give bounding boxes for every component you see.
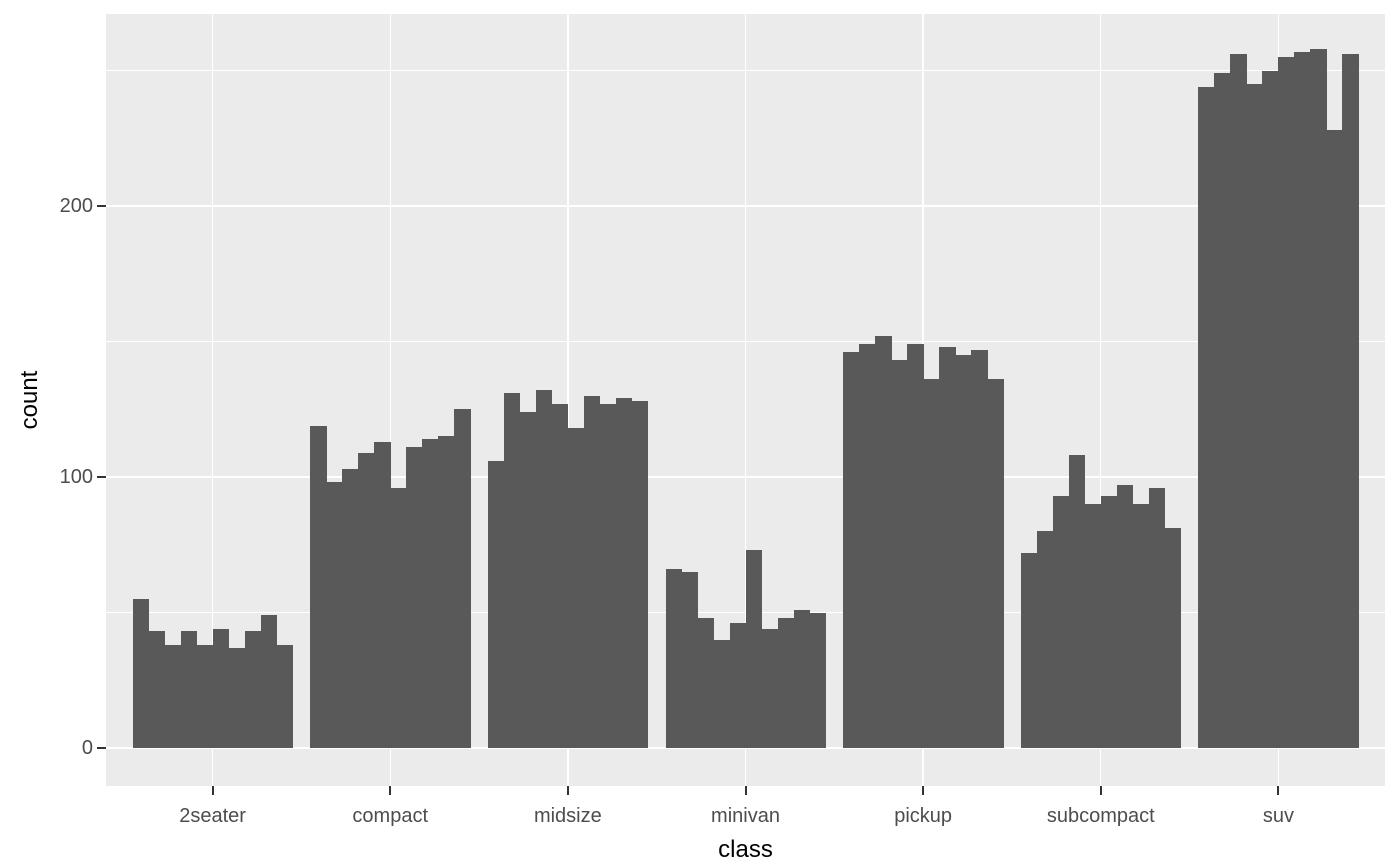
bar-compact-1	[310, 425, 327, 748]
bar-midsize-8	[599, 403, 617, 748]
x-tick-label: 2seater	[179, 805, 246, 827]
x-tick-label: minivan	[711, 805, 780, 827]
plot-panel	[106, 14, 1385, 786]
bar-pickup-4	[891, 360, 908, 748]
bar-pickup-2	[859, 344, 876, 748]
bar-subcompact-8	[1132, 504, 1150, 748]
bar-minivan-4	[713, 639, 730, 748]
bar-midsize-1	[487, 460, 505, 748]
bar-suv-6	[1278, 56, 1295, 748]
bar-subcompact-6	[1100, 495, 1118, 748]
bar-midsize-5	[551, 403, 569, 748]
bar-2seater-10	[276, 645, 294, 748]
bar-suv-3	[1230, 54, 1247, 748]
bar-subcompact-4	[1068, 455, 1086, 748]
x-tick-mark	[744, 786, 747, 795]
x-tick-label: compact	[352, 805, 429, 827]
bar-compact-9	[438, 436, 455, 748]
bar-pickup-1	[843, 352, 860, 748]
x-tick-mark	[211, 786, 214, 795]
bar-suv-7	[1294, 51, 1311, 748]
bar-midsize-6	[567, 428, 585, 748]
bar-subcompact-1	[1020, 552, 1038, 748]
bar-2seater-8	[244, 631, 262, 748]
bar-midsize-3	[519, 411, 537, 748]
bar-2seater-1	[132, 598, 150, 748]
bar-minivan-5	[729, 623, 746, 748]
bar-suv-2	[1214, 73, 1231, 748]
bar-midsize-9	[615, 398, 633, 748]
y-tick-mark	[97, 747, 106, 749]
y-tick-label: 200	[59, 195, 93, 217]
bar-compact-7	[406, 447, 423, 748]
bar-minivan-9	[793, 609, 810, 748]
x-tick-mark	[922, 786, 925, 795]
x-axis-title: class	[718, 836, 773, 863]
bar-2seater-2	[148, 631, 166, 748]
bar-pickup-8	[955, 355, 972, 748]
bar-midsize-10	[631, 401, 649, 748]
bar-suv-4	[1246, 84, 1263, 748]
bar-minivan-7	[761, 628, 778, 748]
bar-minivan-10	[809, 612, 826, 748]
bar-2seater-4	[180, 631, 198, 748]
y-tick-mark	[97, 205, 106, 207]
category-gridline	[567, 14, 569, 786]
x-tick-label: midsize	[533, 805, 602, 827]
bar-compact-6	[390, 487, 407, 748]
bar-subcompact-7	[1116, 485, 1134, 748]
bar-2seater-6	[212, 628, 230, 748]
bar-pickup-7	[939, 346, 956, 748]
bar-compact-8	[422, 439, 439, 748]
x-tick-mark	[1277, 786, 1280, 795]
bar-midsize-4	[535, 390, 553, 748]
bar-suv-9	[1326, 130, 1343, 748]
bar-2seater-5	[196, 645, 214, 748]
bar-subcompact-9	[1148, 487, 1166, 748]
x-tick-mark	[566, 786, 569, 795]
bar-midsize-7	[583, 395, 601, 748]
bar-compact-4	[358, 452, 375, 748]
bar-minivan-8	[777, 617, 794, 748]
bar-subcompact-3	[1052, 495, 1070, 748]
x-tick-mark	[1099, 786, 1102, 795]
bar-minivan-3	[697, 617, 714, 748]
bar-subcompact-2	[1036, 531, 1054, 748]
bar-compact-5	[374, 441, 391, 748]
bar-suv-5	[1262, 70, 1279, 748]
bar-minivan-1	[665, 569, 682, 748]
bar-subcompact-10	[1164, 528, 1182, 748]
bar-2seater-9	[260, 615, 278, 748]
bar-suv-10	[1342, 54, 1359, 748]
bar-subcompact-5	[1084, 504, 1102, 748]
bar-suv-8	[1310, 48, 1327, 748]
bar-suv-1	[1198, 86, 1215, 748]
category-gridline	[389, 14, 391, 786]
bar-compact-3	[342, 468, 359, 748]
y-tick-label: 100	[59, 466, 93, 488]
bar-pickup-6	[923, 379, 940, 748]
y-tick-mark	[97, 476, 106, 478]
bar-pickup-9	[971, 349, 988, 748]
bar-minivan-6	[745, 550, 762, 748]
category-gridline	[1100, 14, 1102, 786]
bar-minivan-2	[681, 571, 698, 748]
category-gridline	[211, 14, 214, 786]
bar-pickup-10	[987, 379, 1004, 748]
x-tick-label: pickup	[894, 805, 953, 827]
x-tick-mark	[389, 786, 392, 795]
bar-compact-2	[326, 482, 343, 748]
bar-pickup-5	[907, 344, 924, 748]
bar-midsize-2	[503, 392, 521, 748]
y-tick-label: 0	[81, 737, 93, 759]
bar-compact-10	[454, 409, 471, 748]
bar-2seater-7	[228, 647, 246, 748]
bar-pickup-3	[875, 336, 892, 748]
x-tick-label: suv	[1262, 805, 1294, 827]
category-gridline	[744, 14, 747, 786]
x-tick-label: subcompact	[1046, 805, 1155, 827]
bar-2seater-3	[164, 645, 182, 748]
y-axis-title: count	[16, 370, 43, 430]
